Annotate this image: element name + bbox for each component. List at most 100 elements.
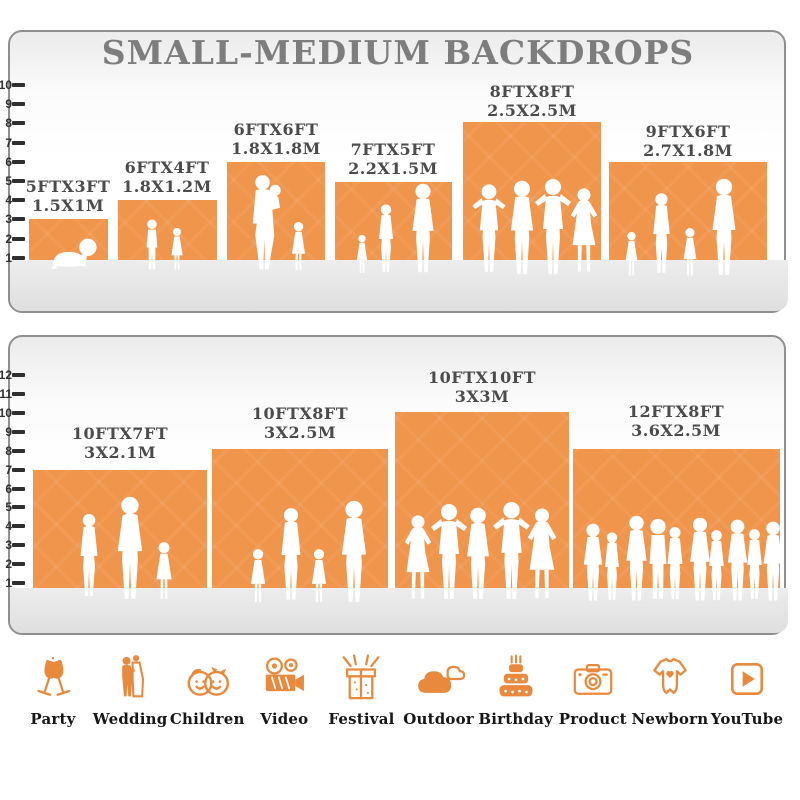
size-m: 1.8X1.2M — [122, 177, 212, 196]
size-m: 3.6X2.5M — [631, 421, 721, 440]
category-label: Children — [169, 710, 245, 728]
product-camera-icon — [573, 664, 613, 695]
category-children: Children — [169, 652, 245, 728]
ruler-number: 12 — [0, 368, 12, 382]
ruler-number: 6 — [5, 155, 12, 169]
ruler-number: 9 — [5, 425, 12, 439]
ruler-tick — [12, 524, 25, 528]
size-label: 10FTX8FT 3X2.5M — [230, 404, 370, 442]
category-birthday: Birthday — [478, 652, 553, 728]
ruler-tick — [12, 487, 25, 491]
category-youtube: YouTube — [711, 652, 783, 728]
size-m: 3X2.5M — [263, 423, 337, 442]
category-party: Party — [18, 652, 88, 728]
outdoor-cloud-icon — [417, 665, 465, 693]
size-ft: 9FTX6FT — [645, 122, 731, 141]
ruler-tick — [12, 237, 25, 241]
size-m: 3X3M — [454, 387, 510, 406]
size-ft: 6FTX6FT — [233, 120, 319, 139]
ruler-number: 2 — [5, 557, 12, 571]
backdrop-rect-5x3 — [29, 219, 108, 260]
ruler-number: 2 — [5, 232, 12, 246]
ruler-number: 10 — [0, 406, 12, 420]
ruler-number: 5 — [5, 174, 12, 188]
category-label: Video — [260, 710, 309, 728]
youtube-play-icon — [730, 662, 764, 696]
panel2-floor — [10, 588, 788, 633]
ruler-tick — [12, 449, 25, 453]
ruler-tick — [12, 256, 25, 260]
category-label: Wedding — [92, 710, 168, 728]
category-label: Party — [30, 710, 76, 728]
size-m: 1.8X1.8M — [231, 139, 321, 158]
ruler-number: 3 — [5, 212, 12, 226]
video-camera-icon — [266, 657, 305, 692]
ruler-number: 9 — [5, 97, 12, 111]
backdrop-rect-10x7 — [33, 470, 207, 588]
category-label: Outdoor — [403, 710, 474, 728]
ruler-tick — [12, 392, 25, 396]
size-m: 3X2.1M — [83, 443, 157, 462]
size-ft: 5FTX3FT — [25, 177, 111, 196]
size-m: 2.5X2.5M — [487, 101, 577, 120]
size-label: 10FTX7FT 3X2.1M — [50, 424, 190, 462]
size-ft: 12FTX8FT — [627, 402, 725, 421]
ruler-tick — [12, 468, 25, 472]
category-label: Product — [558, 710, 627, 728]
size-label: 8FTX8FT 2.5X2.5M — [462, 82, 602, 120]
size-label: 12FTX8FT 3.6X2.5M — [606, 402, 746, 440]
size-m: 2.7X1.8M — [643, 141, 733, 160]
backdrop-rect-9x6 — [609, 162, 767, 260]
backdrop-rect-10x8 — [212, 449, 388, 588]
size-label: 7FTX5FT 2.2X1.5M — [323, 140, 463, 178]
ruler-number: 11 — [0, 387, 12, 401]
ruler-number: 8 — [5, 444, 12, 458]
size-label: 6FTX6FT 1.8X1.8M — [206, 120, 346, 158]
ruler-number: 5 — [5, 500, 12, 514]
size-ft: 6FTX4FT — [124, 158, 210, 177]
ruler-tick — [12, 562, 25, 566]
ruler-tick — [12, 543, 25, 547]
ruler-tick — [12, 217, 25, 221]
size-label: 9FTX6FT 2.7X1.8M — [618, 122, 758, 160]
party-glasses-icon — [37, 656, 71, 696]
backdrop-rect-6x6 — [227, 162, 325, 260]
size-label: 10FTX10FT 3X3M — [412, 368, 552, 406]
backdrop-rect-12x8 — [573, 449, 780, 588]
ruler-number: 1 — [5, 251, 12, 265]
ruler-tick — [12, 430, 25, 434]
newborn-onesie-icon — [653, 657, 687, 694]
backdrop-rect-7x5 — [335, 182, 452, 260]
ruler-number: 1 — [5, 576, 12, 590]
size-label: 5FTX3FT 1.5X1M — [0, 177, 138, 215]
ruler-number: 3 — [5, 538, 12, 552]
ruler-tick — [12, 179, 25, 183]
size-ft: 8FTX8FT — [489, 82, 575, 101]
ruler-tick — [12, 83, 25, 87]
backdrop-rect-8x8 — [463, 122, 601, 260]
category-outdoor: Outdoor — [403, 652, 474, 728]
category-wedding: Wedding — [92, 652, 168, 728]
ruler-tick — [12, 411, 25, 415]
size-ft: 7FTX5FT — [350, 140, 436, 159]
festival-gift-icon — [342, 654, 380, 700]
birthday-cake-icon — [499, 654, 533, 697]
category-festival: Festival — [326, 652, 396, 728]
size-ft: 10FTX10FT — [428, 368, 536, 387]
ruler-number: 6 — [5, 482, 12, 496]
children-faces-icon — [187, 666, 230, 696]
ruler-tick — [12, 198, 25, 202]
category-product: Product — [558, 652, 628, 728]
backdrop-rect-6x4 — [118, 200, 217, 260]
category-newborn: Newborn — [631, 652, 708, 728]
ruler-number: 4 — [5, 519, 12, 533]
page-title: SMALL-MEDIUM BACKDROPS — [101, 33, 695, 72]
category-row: Party Wedding — [18, 652, 783, 728]
ruler-number: 10 — [0, 78, 12, 92]
size-m: 2.2X1.5M — [348, 159, 438, 178]
ruler-tick — [12, 102, 25, 106]
size-ft: 10FTX8FT — [251, 404, 349, 423]
category-label: Newborn — [631, 710, 709, 728]
category-label: Festival — [328, 710, 395, 728]
